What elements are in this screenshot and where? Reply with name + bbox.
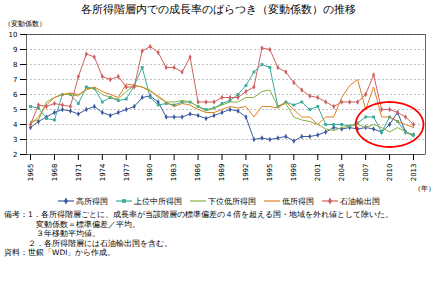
html-text:備考：1．各所得階層ごとに、成長率が当該階層の標準偏差の４倍: 備考：1．各所得階層ごとに、成長率が当該階層の標準偏差の４倍を超える国・地域を外… — [4, 210, 393, 219]
svg-text:9: 9 — [13, 46, 17, 54]
svg-text:1998: 1998 — [290, 164, 298, 182]
svg-text:（年）: （年） — [414, 185, 435, 193]
svg-text:2001: 2001 — [314, 164, 322, 182]
svg-text:4: 4 — [13, 121, 18, 129]
html-text:下位低所得国: 下位低所得国 — [207, 196, 256, 206]
svg-text:7: 7 — [13, 76, 17, 84]
html-text:２．各所得階層には石油輸出国を含む。: ２．各所得階層には石油輸出国を含む。 — [4, 238, 172, 248]
svg-text:1974: 1974 — [99, 163, 107, 181]
svg-text:2010: 2010 — [386, 164, 394, 182]
html-text:変動係数＝標準偏差／平均。: 変動係数＝標準偏差／平均。 — [4, 219, 140, 229]
svg-text:2004: 2004 — [338, 163, 346, 181]
html-text:３年移動平均値。: ３年移動平均値。 — [4, 229, 100, 238]
svg-text:3: 3 — [13, 136, 17, 144]
svg-text:1965: 1965 — [27, 164, 35, 182]
svg-text:10: 10 — [9, 31, 18, 39]
svg-text:6: 6 — [13, 91, 18, 99]
svg-text:（変動係数）: （変動係数） — [4, 20, 46, 28]
svg-text:1989: 1989 — [218, 164, 226, 182]
html-text:上位中所得国: 上位中所得国 — [133, 196, 182, 206]
html-text:低所得国: 低所得国 — [281, 196, 314, 206]
svg-text:1995: 1995 — [266, 164, 274, 182]
svg-text:1980: 1980 — [146, 164, 154, 182]
html-text:資料：世銀「WDI」から作成。: 資料：世銀「WDI」から作成。 — [4, 248, 116, 257]
svg-text:1977: 1977 — [122, 164, 130, 182]
html-text:石油輸出国: 石油輸出国 — [339, 196, 380, 206]
svg-text:8: 8 — [13, 61, 17, 69]
svg-text:2: 2 — [13, 151, 17, 159]
html-text:各所得階層内での成長率のばらつき（変動係数）の推移: 各所得階層内での成長率のばらつき（変動係数）の推移 — [81, 3, 356, 16]
svg-text:1971: 1971 — [75, 164, 83, 182]
svg-text:5: 5 — [13, 106, 17, 114]
html-text:高所得国: 高所得国 — [75, 196, 108, 206]
svg-text:1968: 1968 — [51, 164, 59, 182]
svg-text:2007: 2007 — [362, 164, 370, 182]
svg-text:1986: 1986 — [194, 163, 202, 181]
svg-text:1983: 1983 — [170, 164, 178, 182]
svg-text:1992: 1992 — [242, 164, 250, 182]
svg-text:2013: 2013 — [410, 164, 418, 182]
